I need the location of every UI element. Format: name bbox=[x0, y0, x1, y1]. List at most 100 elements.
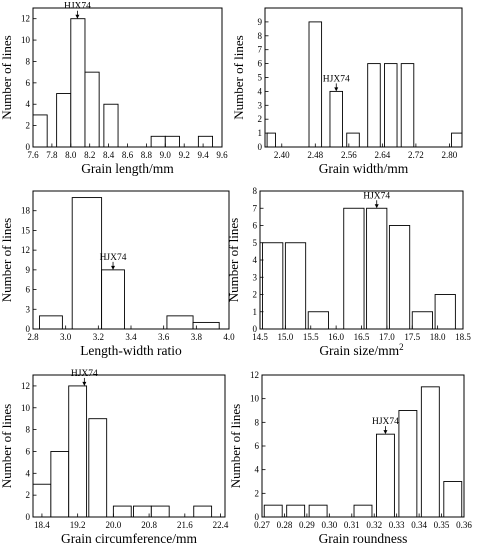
histogram-bar bbox=[166, 315, 194, 330]
annotation-arrow-head bbox=[334, 87, 339, 92]
x-tick-label: 7.8 bbox=[46, 150, 58, 160]
y-tick-label: 8 bbox=[258, 31, 263, 41]
histogram-bar bbox=[84, 71, 100, 148]
y-tick-label: 2 bbox=[255, 488, 260, 498]
x-tick-label: 18.4 bbox=[34, 520, 50, 530]
y-tick-label: 12 bbox=[21, 381, 30, 391]
hjx74-annotation: HJX74 bbox=[323, 74, 350, 84]
x-tick-label: 16.5 bbox=[354, 332, 370, 342]
hjx74-annotation: HJX74 bbox=[64, 2, 91, 12]
histogram-bar bbox=[39, 315, 63, 330]
x-tick-label: 9.2 bbox=[179, 150, 190, 160]
histogram-bar bbox=[434, 294, 456, 330]
hjx74-annotation: HJX74 bbox=[100, 253, 127, 263]
histogram-bar bbox=[164, 135, 180, 148]
y-tick-label: 4 bbox=[26, 99, 31, 109]
y-tick-label: 15 bbox=[21, 225, 31, 235]
histogram-bar bbox=[367, 63, 381, 148]
y-tick-label: 1 bbox=[253, 307, 258, 317]
histogram-panel-4: 14.5 15.0 15.5 16.0 16.5 17.0 17.5 18.0 18.5 0 1 2 3… bbox=[226, 186, 471, 358]
histogram-bar bbox=[263, 504, 283, 518]
histogram-bar bbox=[376, 433, 395, 518]
histogram-bar bbox=[400, 63, 415, 148]
histogram-bar bbox=[56, 93, 72, 148]
histogram-bar bbox=[32, 114, 48, 148]
histogram-bar bbox=[192, 321, 220, 330]
histogram-panel-3: 2.8 3.0 3.2 3.4 3.6 3.8 4.0 0 3 6 9 12 15 18 Length-wi… bbox=[0, 190, 235, 358]
histogram-bar bbox=[266, 132, 276, 148]
x-axis-title: Grain circumference/mm bbox=[61, 531, 198, 546]
x-tick-label: 2.64 bbox=[374, 150, 390, 160]
histogram-bar bbox=[88, 418, 108, 518]
x-tick-label: 17.0 bbox=[379, 332, 395, 342]
x-axis-title: Grain size/mm2 bbox=[319, 342, 403, 358]
x-tick-label: 3.4 bbox=[125, 332, 137, 342]
y-axis-title: Number of lines bbox=[0, 404, 14, 488]
x-tick-label: 19.2 bbox=[70, 520, 86, 530]
y-tick-label: 10 bbox=[21, 35, 31, 45]
x-tick-label: 3.8 bbox=[191, 332, 203, 342]
y-axis-title: Number of lines bbox=[231, 35, 246, 119]
x-tick-label: 16.0 bbox=[328, 332, 344, 342]
x-tick-label: 0.28 bbox=[277, 520, 293, 530]
x-tick-label: 0.36 bbox=[456, 520, 472, 530]
y-tick-label: 10 bbox=[250, 394, 260, 404]
histogram-bar bbox=[284, 242, 307, 330]
histogram-bar bbox=[343, 207, 365, 330]
histogram-bar bbox=[193, 505, 213, 518]
hjx74-annotation: HJX74 bbox=[363, 191, 390, 201]
y-tick-label: 6 bbox=[26, 285, 31, 295]
y-tick-label: 12 bbox=[21, 245, 30, 255]
y-tick-label: 5 bbox=[258, 73, 263, 83]
plot-frame bbox=[32, 190, 230, 330]
y-tick-label: 2 bbox=[258, 114, 263, 124]
histogram-bar bbox=[68, 385, 88, 518]
hjx74-annotation: HJX74 bbox=[372, 417, 399, 427]
x-tick-label: 3.2 bbox=[93, 332, 104, 342]
histogram-bar bbox=[329, 90, 343, 148]
x-tick-label: 0.30 bbox=[321, 520, 337, 530]
y-tick-label: 0 bbox=[26, 512, 31, 522]
x-tick-label: 9.0 bbox=[160, 150, 172, 160]
y-tick-label: 0 bbox=[253, 324, 258, 334]
plot-frame bbox=[264, 7, 463, 148]
histogram-bar bbox=[388, 225, 411, 330]
y-tick-label: 4 bbox=[253, 255, 258, 265]
y-axis-title: Number of lines bbox=[226, 218, 241, 302]
x-tick-label: 8.8 bbox=[141, 150, 153, 160]
y-tick-label: 3 bbox=[26, 304, 31, 314]
y-tick-label: 3 bbox=[253, 272, 258, 282]
x-tick-label: 0.33 bbox=[389, 520, 405, 530]
histogram-panel-1: 7.6 7.8 8.0 8.2 8.4 8.6 8.8 9.0 9.2 9.4 9.6 0 2 4 6 8 10… bbox=[0, 2, 228, 176]
y-tick-label: 18 bbox=[21, 206, 31, 216]
x-tick-label: 21.6 bbox=[177, 520, 193, 530]
y-tick-label: 2 bbox=[26, 490, 31, 500]
histogram-bar bbox=[307, 311, 329, 330]
y-tick-label: 8 bbox=[26, 56, 31, 66]
x-tick-label: 20.0 bbox=[105, 520, 121, 530]
histogram-bar bbox=[32, 483, 52, 518]
histogram-bar bbox=[101, 269, 125, 330]
histogram-bar bbox=[366, 207, 388, 330]
x-tick-label: 18.0 bbox=[430, 332, 446, 342]
x-tick-label: 8.0 bbox=[65, 150, 77, 160]
plot-frame bbox=[32, 374, 226, 518]
histogram-bar bbox=[420, 386, 440, 518]
x-axis-title: Length-width ratio bbox=[80, 343, 182, 358]
x-axis-title: Grain length/mm bbox=[81, 161, 174, 176]
histogram-bar bbox=[50, 451, 70, 518]
y-tick-label: 0 bbox=[26, 142, 31, 152]
x-tick-label: 18.5 bbox=[455, 332, 471, 342]
annotation-arrow-head bbox=[374, 204, 379, 209]
y-tick-label: 1 bbox=[258, 128, 263, 138]
x-tick-label: 14.5 bbox=[252, 332, 268, 342]
x-tick-label: 22.4 bbox=[213, 520, 229, 530]
x-tick-label: 2.48 bbox=[307, 150, 323, 160]
y-tick-label: 6 bbox=[255, 441, 260, 451]
histogram-bar bbox=[71, 197, 103, 330]
histogram-bar bbox=[308, 504, 328, 518]
x-tick-label: 7.6 bbox=[27, 150, 39, 160]
histogram-bar bbox=[353, 504, 373, 518]
x-tick-label: 8.6 bbox=[122, 150, 134, 160]
